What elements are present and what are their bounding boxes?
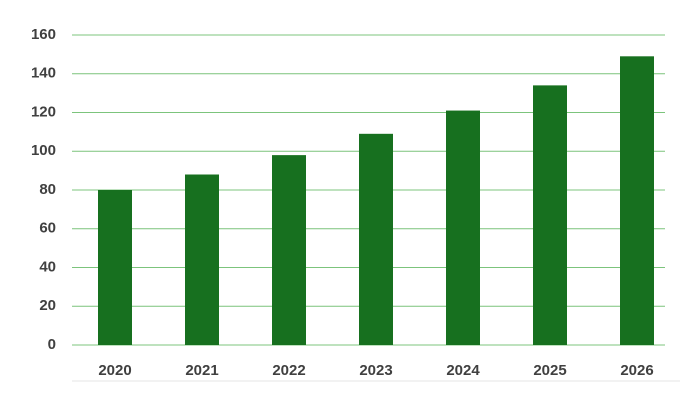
- bar: [185, 174, 219, 345]
- y-tick-label: 60: [39, 220, 56, 237]
- y-tick-label: 80: [39, 181, 56, 198]
- x-tick-label: 2020: [98, 362, 131, 379]
- y-tick-label: 100: [31, 142, 56, 159]
- x-tick-label: 2022: [272, 362, 305, 379]
- x-tick-label: 2026: [620, 362, 653, 379]
- bar: [533, 85, 567, 345]
- bar: [620, 56, 654, 345]
- y-tick-label: 0: [48, 336, 56, 353]
- bar: [272, 155, 306, 345]
- x-tick-label: 2021: [185, 362, 218, 379]
- bar: [98, 190, 132, 345]
- x-tick-label: 2025: [533, 362, 566, 379]
- bar: [359, 133, 393, 345]
- x-tick-label: 2024: [446, 362, 480, 379]
- y-tick-label: 160: [31, 26, 56, 43]
- bar: [446, 110, 480, 345]
- y-tick-label: 40: [39, 258, 56, 275]
- y-tick-label: 140: [31, 65, 56, 82]
- y-tick-label: 20: [39, 297, 56, 314]
- y-tick-label: 120: [31, 103, 56, 120]
- x-tick-label: 2023: [359, 362, 392, 379]
